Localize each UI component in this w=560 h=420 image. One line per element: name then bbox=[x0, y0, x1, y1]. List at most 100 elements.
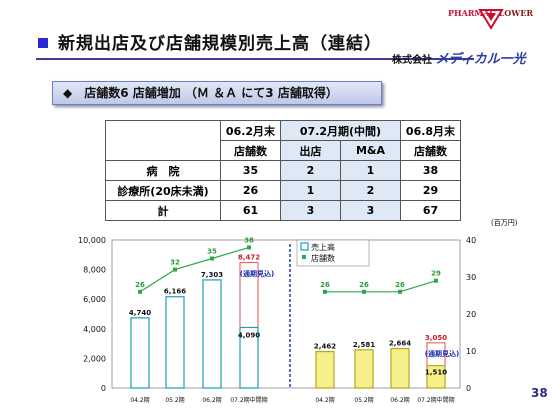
store-count-table: 06.2月末 07.2月期(中間) 06.8月末 店舗数 出店 M&A 店舗数 … bbox=[105, 120, 461, 221]
table-header-cell: 07.2月期(中間) bbox=[280, 120, 401, 141]
sales-bar bbox=[354, 349, 374, 389]
sales-bar bbox=[165, 296, 185, 389]
legend-label: 売上高 bbox=[311, 242, 335, 252]
row-label: 計 bbox=[105, 200, 221, 221]
sales-value-label: 2,581 bbox=[353, 341, 375, 349]
store-count-label: 26 bbox=[359, 281, 369, 289]
sales-value-label: 6,166 bbox=[164, 288, 186, 296]
table-cell: 1 bbox=[340, 160, 401, 181]
forecast-value-label: 3,050 bbox=[425, 334, 447, 342]
sales-bar bbox=[202, 279, 222, 389]
x-axis-tick-label: 06.2期 bbox=[202, 396, 221, 404]
store-count-label: 29 bbox=[431, 270, 441, 278]
sales-bar bbox=[239, 326, 259, 389]
x-axis-tick-label: 04.2期 bbox=[315, 396, 334, 404]
x-axis-tick-label: 04.2期 bbox=[130, 396, 149, 404]
legend-label: 店舗数 bbox=[311, 253, 335, 263]
table-cell: 2 bbox=[340, 180, 401, 201]
title-divider bbox=[36, 58, 474, 60]
sales-value-label: 2,462 bbox=[314, 343, 336, 351]
store-count-label: 32 bbox=[170, 259, 180, 267]
company-logo: 株式会社 メディカル一光 bbox=[392, 52, 526, 67]
flower-logo-icon bbox=[478, 9, 504, 30]
x-axis-tick-label: 07.2期中間期 bbox=[230, 396, 267, 404]
store-count-label: 26 bbox=[395, 281, 405, 289]
table-cell: 61 bbox=[220, 200, 281, 221]
left-axis-tick-label: 8,000 bbox=[83, 266, 106, 275]
x-axis-tick-label: 07.2期中間期 bbox=[417, 396, 454, 404]
sales-value-label: 7,303 bbox=[201, 271, 223, 279]
store-count-point bbox=[362, 289, 366, 294]
store-count-point bbox=[210, 256, 214, 261]
store-count-point bbox=[398, 289, 402, 294]
left-axis-tick-label: 10,000 bbox=[78, 236, 106, 245]
right-axis-tick-label: 20 bbox=[466, 310, 476, 319]
store-count-point bbox=[434, 278, 438, 283]
row-label: 診療所(20床未満) bbox=[105, 180, 221, 201]
table-row: 病 院 35 2 1 38 bbox=[105, 160, 461, 181]
table-cell: 26 bbox=[220, 180, 281, 201]
table-cell: 29 bbox=[400, 180, 461, 201]
left-axis-tick-label: 2,000 bbox=[83, 354, 106, 363]
forecast-note: (通期見込) bbox=[425, 349, 459, 358]
store-count-point bbox=[138, 289, 142, 294]
table-header-cell: 06.8月末 bbox=[400, 120, 461, 141]
x-axis-tick-label: 05.2期 bbox=[165, 396, 184, 404]
store-count-label: 26 bbox=[320, 281, 330, 289]
sales-bar bbox=[390, 347, 410, 389]
left-axis-tick-label: 4,000 bbox=[83, 325, 106, 334]
table-cell: 38 bbox=[400, 160, 461, 181]
table-header-cell: 店舗数 bbox=[220, 140, 281, 161]
table-row: 計 61 3 3 67 bbox=[105, 200, 461, 221]
store-count-point bbox=[173, 267, 177, 272]
store-count-line bbox=[139, 246, 250, 293]
sales-value-label: 4,740 bbox=[129, 309, 151, 317]
legend-bar-swatch bbox=[300, 242, 309, 251]
store-count-label: 38 bbox=[244, 236, 254, 244]
title-bullet bbox=[38, 38, 48, 48]
sales-bar bbox=[426, 365, 446, 389]
table-row: 診療所(20床未満) 26 1 2 29 bbox=[105, 180, 461, 201]
store-count-label: 35 bbox=[207, 248, 217, 256]
forecast-note: (通期見込) bbox=[240, 269, 274, 278]
table-header-cell: 06.2月末 bbox=[220, 120, 281, 141]
row-label: 病 院 bbox=[105, 160, 221, 181]
table-header-cell: 店舗数 bbox=[400, 140, 461, 161]
right-axis-tick-label: 40 bbox=[466, 236, 476, 245]
store-count-point bbox=[247, 245, 251, 250]
store-count-point bbox=[323, 289, 327, 294]
sales-value-label: 4,090 bbox=[238, 331, 260, 339]
table-cell: 3 bbox=[280, 200, 341, 221]
right-axis-tick-label: 0 bbox=[466, 384, 471, 393]
table-cell: 67 bbox=[400, 200, 461, 221]
unit-label: (百万円) bbox=[491, 219, 518, 227]
page-title: 新規出店及び店舗規模別売上高（連結） bbox=[58, 34, 382, 54]
table-header-cell: M&A bbox=[340, 140, 401, 161]
sales-store-chart: 0 2,000 4,000 6,000 8,000 10,000 0 10 20 30 40 売上高店… bbox=[78, 236, 476, 404]
table-cell: 35 bbox=[220, 160, 281, 181]
legend-box bbox=[296, 239, 370, 267]
sales-value-label: 2,664 bbox=[389, 340, 411, 348]
table-header-row: 06.2月末 07.2月期(中間) 06.8月末 bbox=[105, 120, 461, 161]
x-axis-tick-label: 06.2期 bbox=[390, 396, 409, 404]
logo-text: PHARMAC LOWER bbox=[448, 8, 533, 18]
store-count-line bbox=[325, 280, 437, 293]
table-cell: 1 bbox=[280, 180, 341, 201]
page-number: 38 bbox=[531, 386, 548, 400]
left-axis-tick-label: 0 bbox=[101, 384, 106, 393]
legend-line-swatch bbox=[302, 255, 306, 259]
sales-value-label: 1,510 bbox=[425, 369, 447, 377]
table-cell: 3 bbox=[340, 200, 401, 221]
store-increase-banner: ◆ 店舗数6 店舗増加 （Ｍ ＆Ａ にて3 店舗取得） bbox=[52, 81, 382, 105]
right-axis-tick-label: 10 bbox=[466, 347, 476, 356]
right-axis-tick-label: 30 bbox=[466, 273, 476, 282]
table-header-cell: 出店 bbox=[280, 140, 341, 161]
x-axis-tick-label: 05.2期 bbox=[354, 396, 373, 404]
store-count-label: 26 bbox=[135, 281, 145, 289]
left-axis-tick-label: 6,000 bbox=[83, 295, 106, 304]
forecast-value-label: 8,472 bbox=[238, 254, 260, 262]
table-cell: 2 bbox=[280, 160, 341, 181]
sales-bar bbox=[130, 317, 150, 389]
table-cell bbox=[105, 120, 221, 161]
table-header-row: 店舗数 出店 M&A 店舗数 bbox=[106, 140, 461, 161]
